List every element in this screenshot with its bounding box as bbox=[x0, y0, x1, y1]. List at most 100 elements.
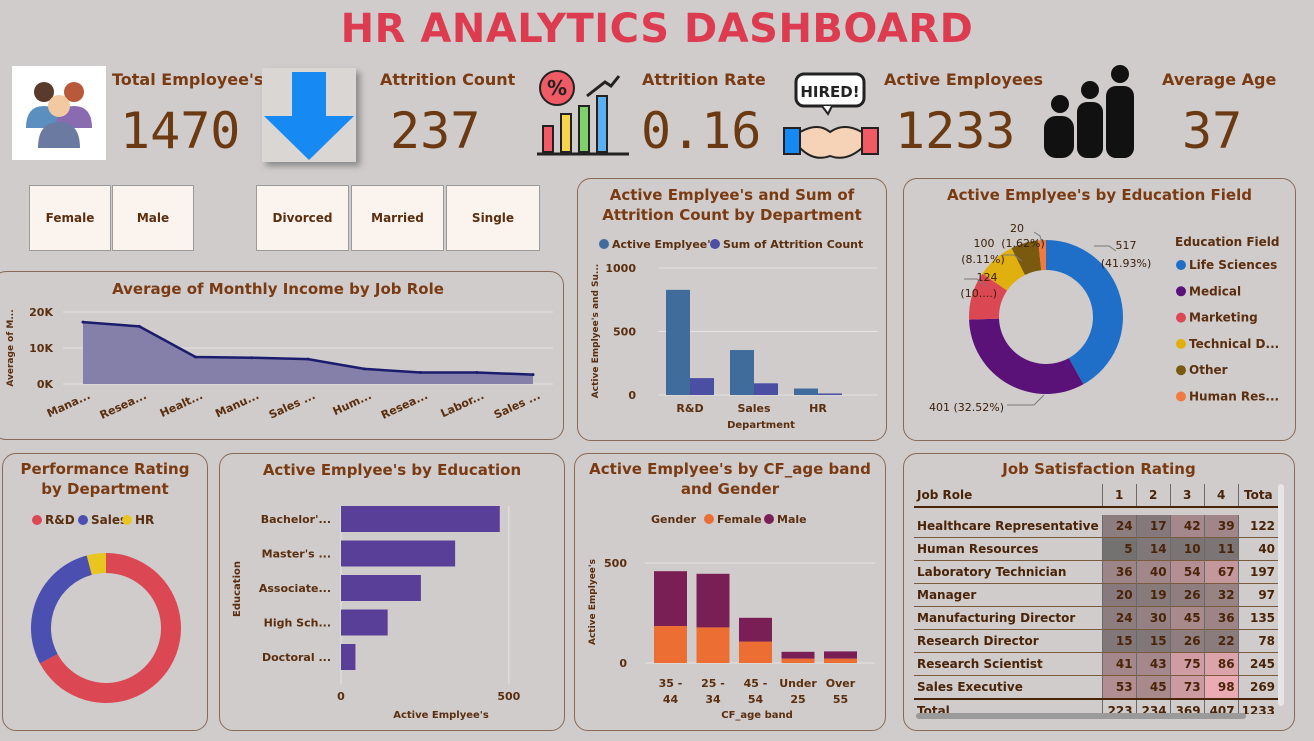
total-cell: 223 bbox=[1101, 699, 1137, 714]
kpi-attrition-count: Attrition Count 237 bbox=[262, 66, 515, 166]
x-tick-label: 54 bbox=[748, 693, 764, 706]
data-label: 124 bbox=[977, 271, 998, 284]
y-axis-label: Active Emplyee's bbox=[588, 559, 598, 645]
donut-slice bbox=[969, 318, 1084, 394]
legend-marker bbox=[122, 515, 132, 525]
y-tick-label: 0K bbox=[37, 378, 54, 391]
table-cell: 5 bbox=[1101, 537, 1137, 561]
svg-text:HIRED!: HIRED! bbox=[800, 83, 859, 101]
edufield-panel: Active Emplyee's by Education Field 517 (… bbox=[903, 178, 1296, 441]
data-label: (8.11%) bbox=[961, 253, 1005, 266]
slicer-male[interactable]: Male bbox=[112, 185, 194, 251]
legend-label: Sum of Attrition Count bbox=[723, 238, 863, 251]
legend-label: Marketing bbox=[1189, 311, 1258, 325]
table-cell: 32 bbox=[1203, 583, 1239, 607]
table-cell: 135 bbox=[1237, 606, 1279, 630]
x-tick-label: Labor... bbox=[439, 389, 486, 420]
column-header: Tota bbox=[1237, 484, 1279, 507]
x-tick-label: 0 bbox=[337, 690, 345, 703]
leader-line bbox=[1094, 245, 1117, 252]
legend-label: Life Sciences bbox=[1189, 258, 1277, 272]
total-cell: 407 bbox=[1203, 699, 1239, 714]
x-tick-label: 45 - bbox=[744, 677, 768, 690]
table-row: Human Resources 5 14 10 11 40 bbox=[914, 537, 1279, 561]
vertical-scrollbar[interactable] bbox=[1278, 484, 1284, 706]
horizontal-scrollbar[interactable] bbox=[916, 713, 1246, 719]
table-cell: 98 bbox=[1203, 675, 1239, 699]
table-row: Manufacturing Director 24 30 45 36 135 bbox=[914, 606, 1279, 630]
x-tick-label: Manu... bbox=[213, 389, 261, 420]
row-label: Healthcare Representative bbox=[917, 519, 1099, 533]
row-label: Manager bbox=[917, 588, 977, 602]
table-cell: 26 bbox=[1169, 583, 1205, 607]
table-row: Research Scientist 41 43 75 86 245 bbox=[914, 652, 1279, 676]
table-cell: 245 bbox=[1237, 652, 1279, 676]
bar-education bbox=[341, 540, 456, 567]
kpi-value: 0.16 bbox=[641, 102, 762, 160]
x-tick-label: Sales bbox=[737, 402, 771, 415]
bar-female bbox=[696, 627, 730, 663]
table-cell: 197 bbox=[1237, 560, 1279, 584]
perf-panel: Performance Rating by Department R&D Sale… bbox=[2, 453, 208, 731]
table-cell: 41 bbox=[1101, 652, 1137, 676]
kpi-label: Total Employee's bbox=[112, 70, 264, 89]
data-point bbox=[137, 324, 141, 328]
row-label: Human Resources bbox=[917, 542, 1039, 556]
y-tick-label: 0 bbox=[619, 657, 627, 670]
legend-label: R&D bbox=[45, 513, 75, 527]
chart-title: Active Emplyee's by Education Field bbox=[947, 186, 1252, 204]
header-spacer bbox=[914, 507, 1278, 515]
bar-male bbox=[739, 617, 772, 642]
slicer-married[interactable]: Married bbox=[351, 185, 444, 251]
legend-marker bbox=[1176, 365, 1186, 376]
x-tick-label: 500 bbox=[497, 690, 520, 703]
table-cell: 53 bbox=[1101, 675, 1137, 699]
data-label: 100 bbox=[974, 237, 995, 250]
legend-title: Gender bbox=[651, 513, 697, 526]
x-tick-label: R&D bbox=[676, 402, 703, 415]
donut-slice bbox=[86, 553, 106, 575]
total-cell: 369 bbox=[1169, 699, 1205, 714]
table-row: Manager 20 19 26 32 97 bbox=[914, 583, 1279, 607]
slicer-single[interactable]: Single bbox=[446, 185, 540, 251]
bar-education bbox=[341, 609, 388, 636]
legend-title: Education Field bbox=[1175, 235, 1280, 249]
jobsat-table: Job Role 1 2 3 4 Tota Healthcare Representativ… bbox=[914, 484, 1279, 714]
data-label: (10....) bbox=[960, 287, 997, 300]
legend-marker bbox=[764, 514, 774, 524]
kpi-value: 37 bbox=[1182, 102, 1243, 160]
chart-title: Active Emplyee's by Education bbox=[262, 461, 522, 479]
data-point bbox=[419, 370, 422, 374]
table-cell: 73 bbox=[1169, 675, 1205, 699]
x-tick-label: 55 bbox=[833, 693, 848, 706]
legend-label: HR bbox=[135, 513, 154, 527]
data-point bbox=[362, 367, 366, 371]
total-cell: 234 bbox=[1135, 699, 1171, 714]
slicer-female[interactable]: Female bbox=[29, 185, 111, 251]
legend-marker bbox=[32, 515, 42, 525]
table-cell: 20 bbox=[1101, 583, 1137, 607]
data-point bbox=[194, 355, 197, 359]
y-tick-label: 500 bbox=[613, 326, 636, 339]
data-label: 401 (32.52%) bbox=[929, 401, 1004, 414]
jobsat-table-wrap: Job Role 1 2 3 4 Tota Healthcare Representativ… bbox=[914, 484, 1284, 714]
table-row: Healthcare Representative 24 17 42 39 122 bbox=[914, 515, 1279, 538]
x-tick-label: Healt... bbox=[158, 389, 205, 420]
row-label: Manufacturing Director bbox=[917, 611, 1076, 625]
table-cell: 97 bbox=[1237, 583, 1279, 607]
row-label: Research Scientist bbox=[917, 657, 1043, 671]
data-label: 517 bbox=[1116, 239, 1137, 252]
leader-line bbox=[1033, 231, 1043, 244]
table-cell: 24 bbox=[1101, 606, 1137, 630]
slicer-divorced[interactable]: Divorced bbox=[256, 185, 349, 251]
y-tick-label: 0 bbox=[628, 389, 636, 402]
legend-label: Sales bbox=[91, 513, 127, 527]
data-label: (41.93%) bbox=[1101, 257, 1152, 270]
x-tick-label: 34 bbox=[705, 693, 721, 706]
table-cell: 36 bbox=[1101, 560, 1137, 584]
kpi-label: Average Age bbox=[1162, 70, 1277, 89]
ageband-panel: Active Emplyee's by CF_age band and Gend… bbox=[574, 453, 886, 731]
table-cell: 22 bbox=[1203, 629, 1239, 653]
data-label: (1.62%) bbox=[1001, 237, 1045, 250]
x-tick-label: Resea... bbox=[379, 389, 430, 422]
